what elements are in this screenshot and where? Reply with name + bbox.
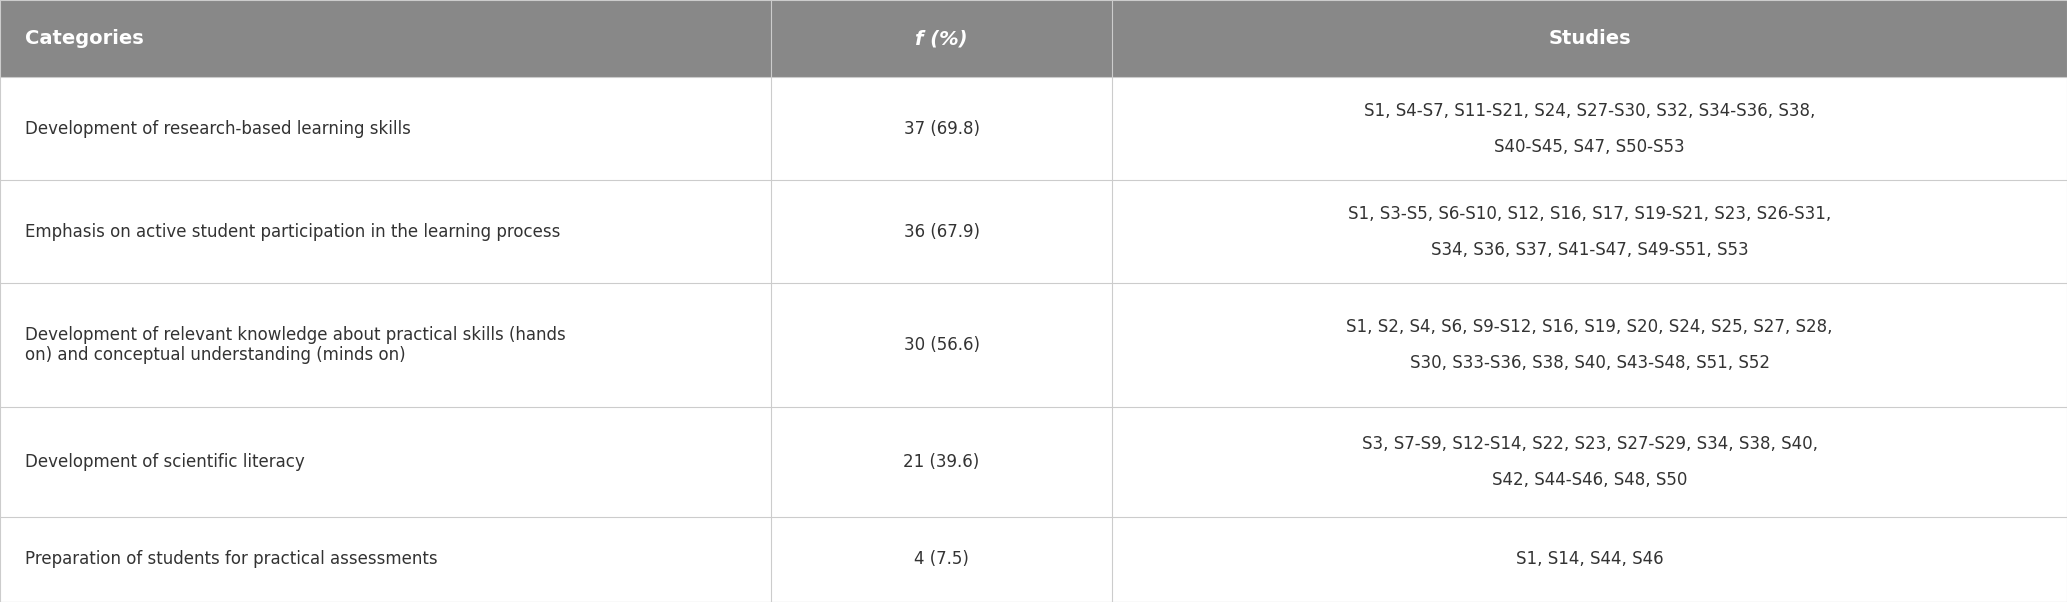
Bar (771, 406, 1112, 517)
Text: f (%): f (%) (916, 29, 967, 48)
Text: S3, S7-S9, S12-S14, S22, S23, S27-S29, S34, S38, S40,: S3, S7-S9, S12-S14, S22, S23, S27-S29, S… (1362, 435, 1817, 453)
Bar (1112, 78, 2067, 181)
Bar (1112, 406, 2067, 517)
Bar (0, 406, 771, 517)
Text: Categories: Categories (25, 29, 143, 48)
Bar (1112, 517, 2067, 602)
Text: Studies: Studies (1548, 29, 1631, 48)
Bar (0, 517, 771, 602)
Text: Development of relevant knowledge about practical skills (hands
on) and conceptu: Development of relevant knowledge about … (25, 326, 566, 364)
Bar (1112, 284, 2067, 406)
Text: S1, S3-S5, S6-S10, S12, S16, S17, S19-S21, S23, S26-S31,: S1, S3-S5, S6-S10, S12, S16, S17, S19-S2… (1348, 205, 1831, 223)
Text: 36 (67.9): 36 (67.9) (903, 223, 980, 241)
Text: S1, S4-S7, S11-S21, S24, S27-S30, S32, S34-S36, S38,: S1, S4-S7, S11-S21, S24, S27-S30, S32, S… (1364, 102, 1815, 120)
Text: 30 (56.6): 30 (56.6) (903, 336, 980, 354)
Text: S34, S36, S37, S41-S47, S49-S51, S53: S34, S36, S37, S41-S47, S49-S51, S53 (1430, 241, 1749, 259)
Bar (771, 0, 1112, 78)
Bar (771, 284, 1112, 406)
Bar (0, 181, 771, 284)
Bar (771, 181, 1112, 284)
Bar (1112, 181, 2067, 284)
Text: 4 (7.5): 4 (7.5) (914, 550, 969, 568)
Bar (0, 0, 771, 78)
Text: S30, S33-S36, S38, S40, S43-S48, S51, S52: S30, S33-S36, S38, S40, S43-S48, S51, S5… (1410, 354, 1769, 372)
Text: S1, S2, S4, S6, S9-S12, S16, S19, S20, S24, S25, S27, S28,: S1, S2, S4, S6, S9-S12, S16, S19, S20, S… (1346, 318, 1833, 336)
Text: Development of research-based learning skills: Development of research-based learning s… (25, 120, 411, 138)
Bar (771, 517, 1112, 602)
Bar (0, 78, 771, 181)
Bar (771, 78, 1112, 181)
Text: S40-S45, S47, S50-S53: S40-S45, S47, S50-S53 (1494, 138, 1685, 156)
Text: Preparation of students for practical assessments: Preparation of students for practical as… (25, 550, 438, 568)
Text: 21 (39.6): 21 (39.6) (903, 453, 980, 471)
Bar (0, 284, 771, 406)
Text: S1, S14, S44, S46: S1, S14, S44, S46 (1515, 550, 1664, 568)
Text: S42, S44-S46, S48, S50: S42, S44-S46, S48, S50 (1492, 471, 1687, 489)
Text: 37 (69.8): 37 (69.8) (903, 120, 980, 138)
Text: Development of scientific literacy: Development of scientific literacy (25, 453, 304, 471)
Text: Emphasis on active student participation in the learning process: Emphasis on active student participation… (25, 223, 560, 241)
Bar (1112, 0, 2067, 78)
